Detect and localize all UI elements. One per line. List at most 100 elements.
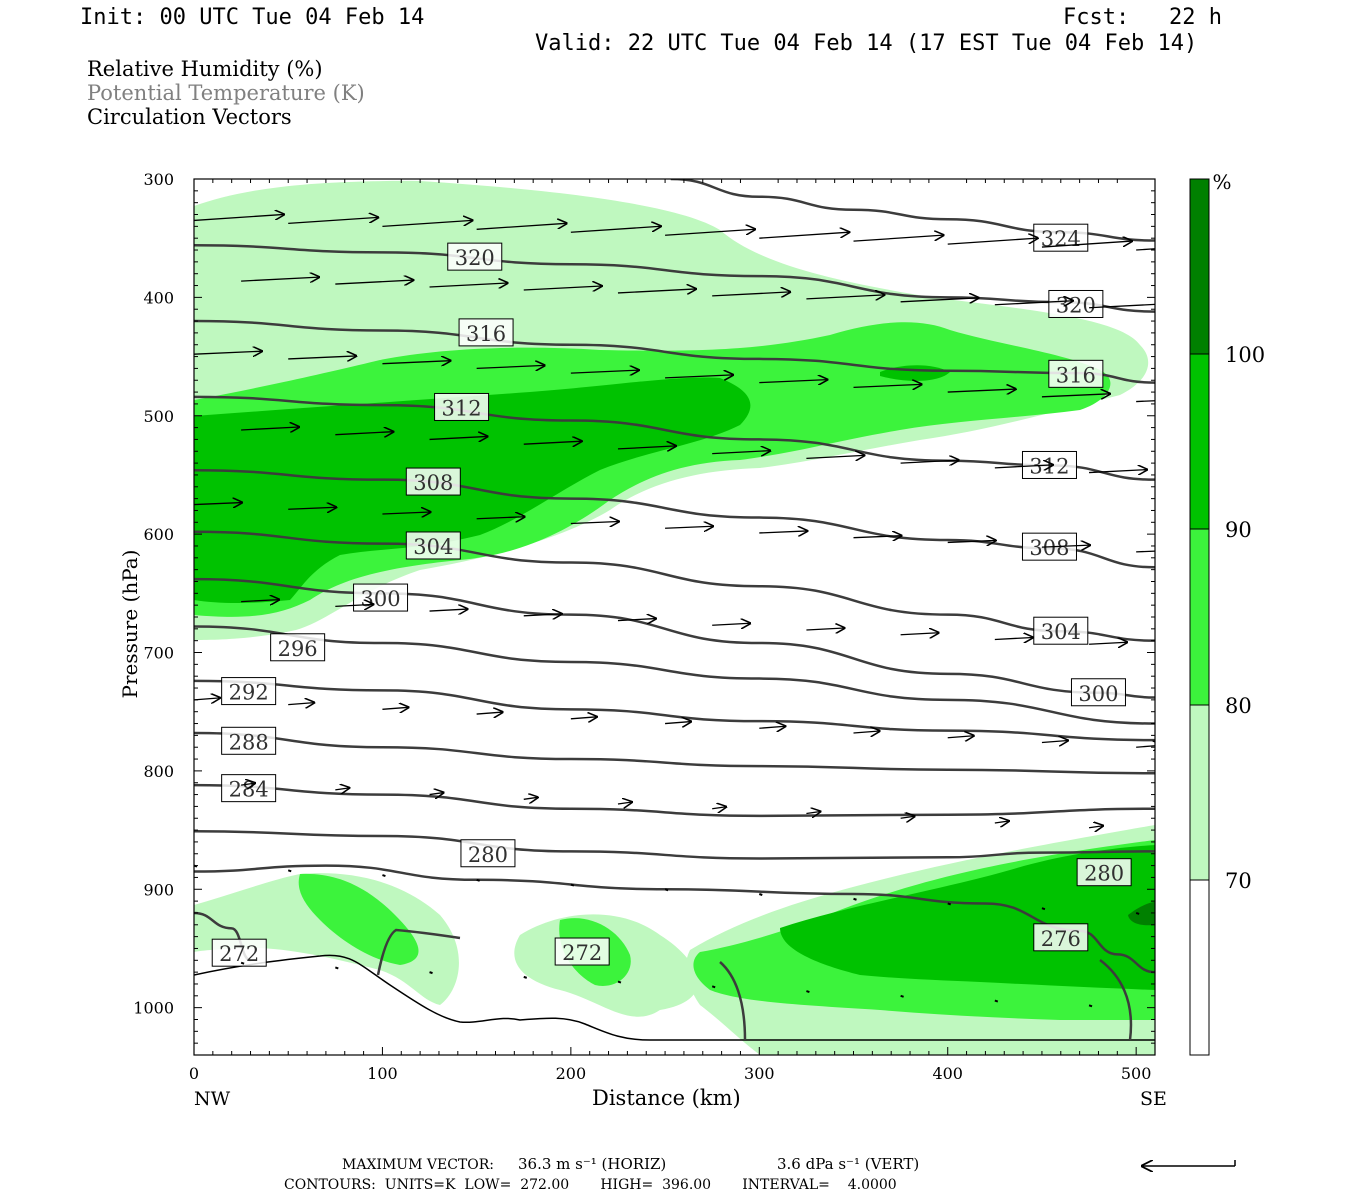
forecast-hour: Fcst: 22 h: [1063, 5, 1222, 30]
circulation-vector: [758, 893, 763, 896]
theta-contour-280: [194, 830, 1155, 860]
circulation-vector: [806, 295, 884, 299]
colorbar-segment: [1189, 704, 1210, 881]
circulation-vector: [429, 793, 444, 795]
x-tick-label: 500: [1121, 1064, 1152, 1083]
contour-label: 300: [361, 587, 401, 611]
circulation-vector: [994, 301, 1073, 305]
circulation-vector: [476, 878, 480, 882]
x-tick-label: 400: [932, 1064, 963, 1083]
circulation-vector: [1089, 303, 1155, 309]
circulation-vector: [665, 526, 713, 528]
circulation-vector: [759, 380, 827, 383]
contour-label-box: [458, 318, 514, 347]
contour-label-box: [405, 467, 461, 496]
colorbar-level-label: 80: [1225, 694, 1252, 718]
circulation-vector: [664, 888, 669, 892]
circulation-vector: [476, 712, 503, 714]
circulation-vector: [994, 821, 1009, 823]
circulation-vector: [853, 897, 857, 901]
circulation-vector: [523, 797, 538, 799]
circulation-vector: [1136, 248, 1155, 251]
circulation-vector: [288, 356, 356, 359]
circulation-vector: [241, 783, 255, 785]
circulation-vector: [382, 361, 450, 364]
circulation-vector: [900, 633, 939, 635]
y-tick-label: 900: [143, 880, 174, 899]
circulation-vector: [382, 874, 386, 878]
contour-label: 312: [442, 396, 482, 420]
circulation-vector: [947, 389, 1016, 392]
contour-info: CONTOURS: UNITS=K LOW= 272.00 HIGH= 396.…: [284, 1177, 897, 1193]
circulation-vector: [617, 446, 676, 449]
contour-label: 300: [1078, 682, 1118, 706]
circulation-vector: [617, 619, 656, 621]
circulation-vector: [288, 217, 378, 225]
circulation-vector: [712, 292, 790, 296]
legend-theta: Potential Temperature (K): [87, 81, 365, 105]
max-vector-vert: 3.6 dPa s⁻¹ (VERT): [777, 1155, 920, 1173]
circulation-vector: [712, 451, 770, 454]
circulation-vector: [335, 280, 413, 284]
circulation-vector: [759, 232, 849, 239]
circulation-vector: [194, 351, 262, 354]
contour-label: 280: [468, 843, 508, 867]
contour-label: 292: [229, 681, 269, 705]
theta-contour-288: [194, 731, 1155, 775]
colorbar: % 70 80 90 100: [1189, 170, 1265, 1056]
circulation-vector: [335, 432, 393, 435]
y-tick-label: 600: [143, 525, 174, 544]
x-end-label-se: SE: [1140, 1088, 1167, 1110]
contour-label-box: [1048, 359, 1104, 388]
circulation-vector: [1041, 241, 1132, 248]
contour-label: 272: [219, 942, 259, 966]
y-axis-title: Pressure (hPa): [118, 549, 142, 699]
circulation-vector: [900, 460, 959, 463]
circulation-vector: [1088, 1004, 1093, 1008]
reference-vector: [1142, 1160, 1236, 1166]
circulation-vector: [617, 289, 696, 293]
circulation-vector: [523, 441, 582, 444]
circulation-vector: [1135, 911, 1140, 915]
circulation-vector: [806, 990, 810, 994]
contour-label: 320: [1056, 293, 1096, 317]
x-axis-title: Distance (km): [592, 1086, 741, 1110]
colorbar-unit: %: [1212, 170, 1231, 194]
y-tick-label: 700: [143, 644, 174, 663]
circulation-vector: [947, 540, 996, 542]
circulation-vector: [523, 614, 562, 616]
circulation-vector: [570, 883, 575, 887]
contour-label: 304: [413, 535, 453, 559]
circulation-vector: [1089, 470, 1147, 473]
surface-contours: [376, 928, 1133, 1041]
circulation-vector: [1041, 907, 1046, 911]
max-vector-label: MAXIMUM VECTOR:: [342, 1157, 494, 1173]
circulation-vector: [570, 226, 661, 233]
circulation-vector: [759, 726, 785, 728]
contour-label: 272: [562, 941, 602, 965]
contour-label: 316: [466, 322, 506, 346]
circulation-vector: [382, 707, 408, 709]
contour-label-box: [434, 392, 490, 421]
x-tick-label: 300: [744, 1064, 775, 1083]
theta-contour-316: [194, 319, 1155, 384]
contour-label: 276: [1041, 927, 1081, 951]
circulation-vector: [853, 384, 922, 387]
contour-label-box: [447, 242, 503, 271]
colorbar-level-label: 70: [1225, 869, 1252, 893]
contour-label-box: [221, 677, 277, 706]
circulation-vector: [947, 902, 952, 906]
colorbar-segment: [1189, 528, 1210, 706]
circulation-vector: [900, 816, 915, 818]
colorbar-segment: [1189, 353, 1210, 530]
rh-fill-layer: [194, 180, 1155, 1055]
contour-label-box: [1070, 678, 1126, 707]
contour-label: 280: [1084, 862, 1124, 886]
circulation-vector: [1088, 826, 1103, 828]
circulation-vector: [712, 807, 726, 809]
colorbar-level-label: 100: [1225, 343, 1265, 367]
contour-label-box: [1048, 289, 1104, 318]
contour-label-box: [1033, 616, 1089, 645]
circulation-vector: [665, 722, 691, 724]
